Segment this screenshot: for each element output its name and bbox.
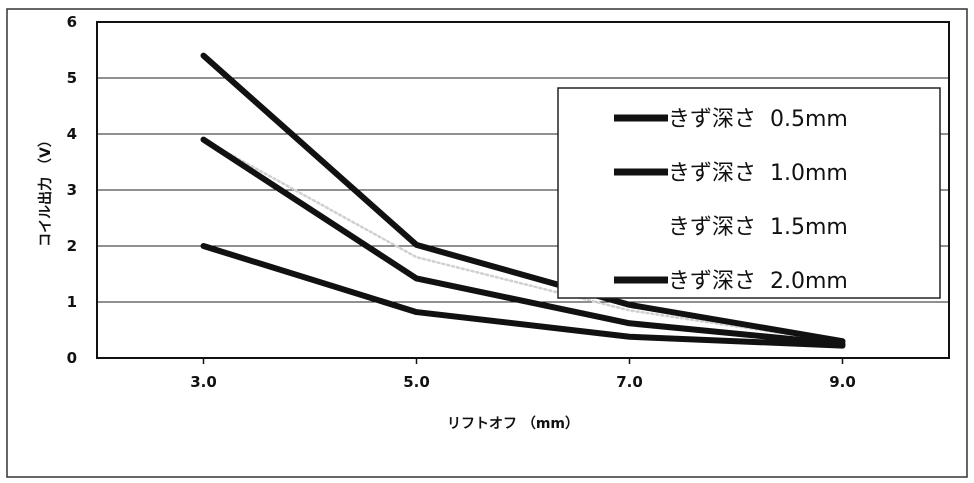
series-line-3 xyxy=(202,138,844,344)
legend-label: きず深さ 2.0mm xyxy=(668,269,848,294)
y-tick-label: 6 xyxy=(67,13,77,31)
x-tick-label: 9.0 xyxy=(829,373,856,391)
series-line-2 xyxy=(200,136,846,347)
y-axis-title: コイル出力 （V） xyxy=(37,133,54,247)
y-tick-label: 5 xyxy=(67,69,77,87)
x-axis-title: リフトオフ （mm） xyxy=(447,416,579,432)
legend-box xyxy=(557,87,941,299)
y-tick-label: 4 xyxy=(67,125,77,143)
x-tick-label: 7.0 xyxy=(616,373,643,391)
data-series xyxy=(200,52,846,349)
x-tick-label: 3.0 xyxy=(190,373,217,391)
y-tick-label: 3 xyxy=(67,181,77,199)
y-tick-label: 1 xyxy=(67,293,77,311)
y-tick-label: 0 xyxy=(67,349,77,367)
legend-label: きず深さ 1.0mm xyxy=(668,161,848,186)
legend: きず深さ 0.5mm きず深さ 1.0mm きず深さ 1.5mm きず深さ 2.0mm xyxy=(557,87,941,299)
x-tick-label: 5.0 xyxy=(403,373,430,391)
series-line-1 xyxy=(200,243,846,349)
plot-area-border xyxy=(96,21,950,359)
series-line-4 xyxy=(200,52,846,345)
y-tick-label: 2 xyxy=(67,237,77,255)
legend-label: きず深さ 0.5mm xyxy=(668,107,848,132)
axes: 0 1 2 3 4 5 6 3.0 5.0 7.0 9.0 xyxy=(67,13,856,391)
legend-label: きず深さ 1.5mm xyxy=(668,215,848,240)
